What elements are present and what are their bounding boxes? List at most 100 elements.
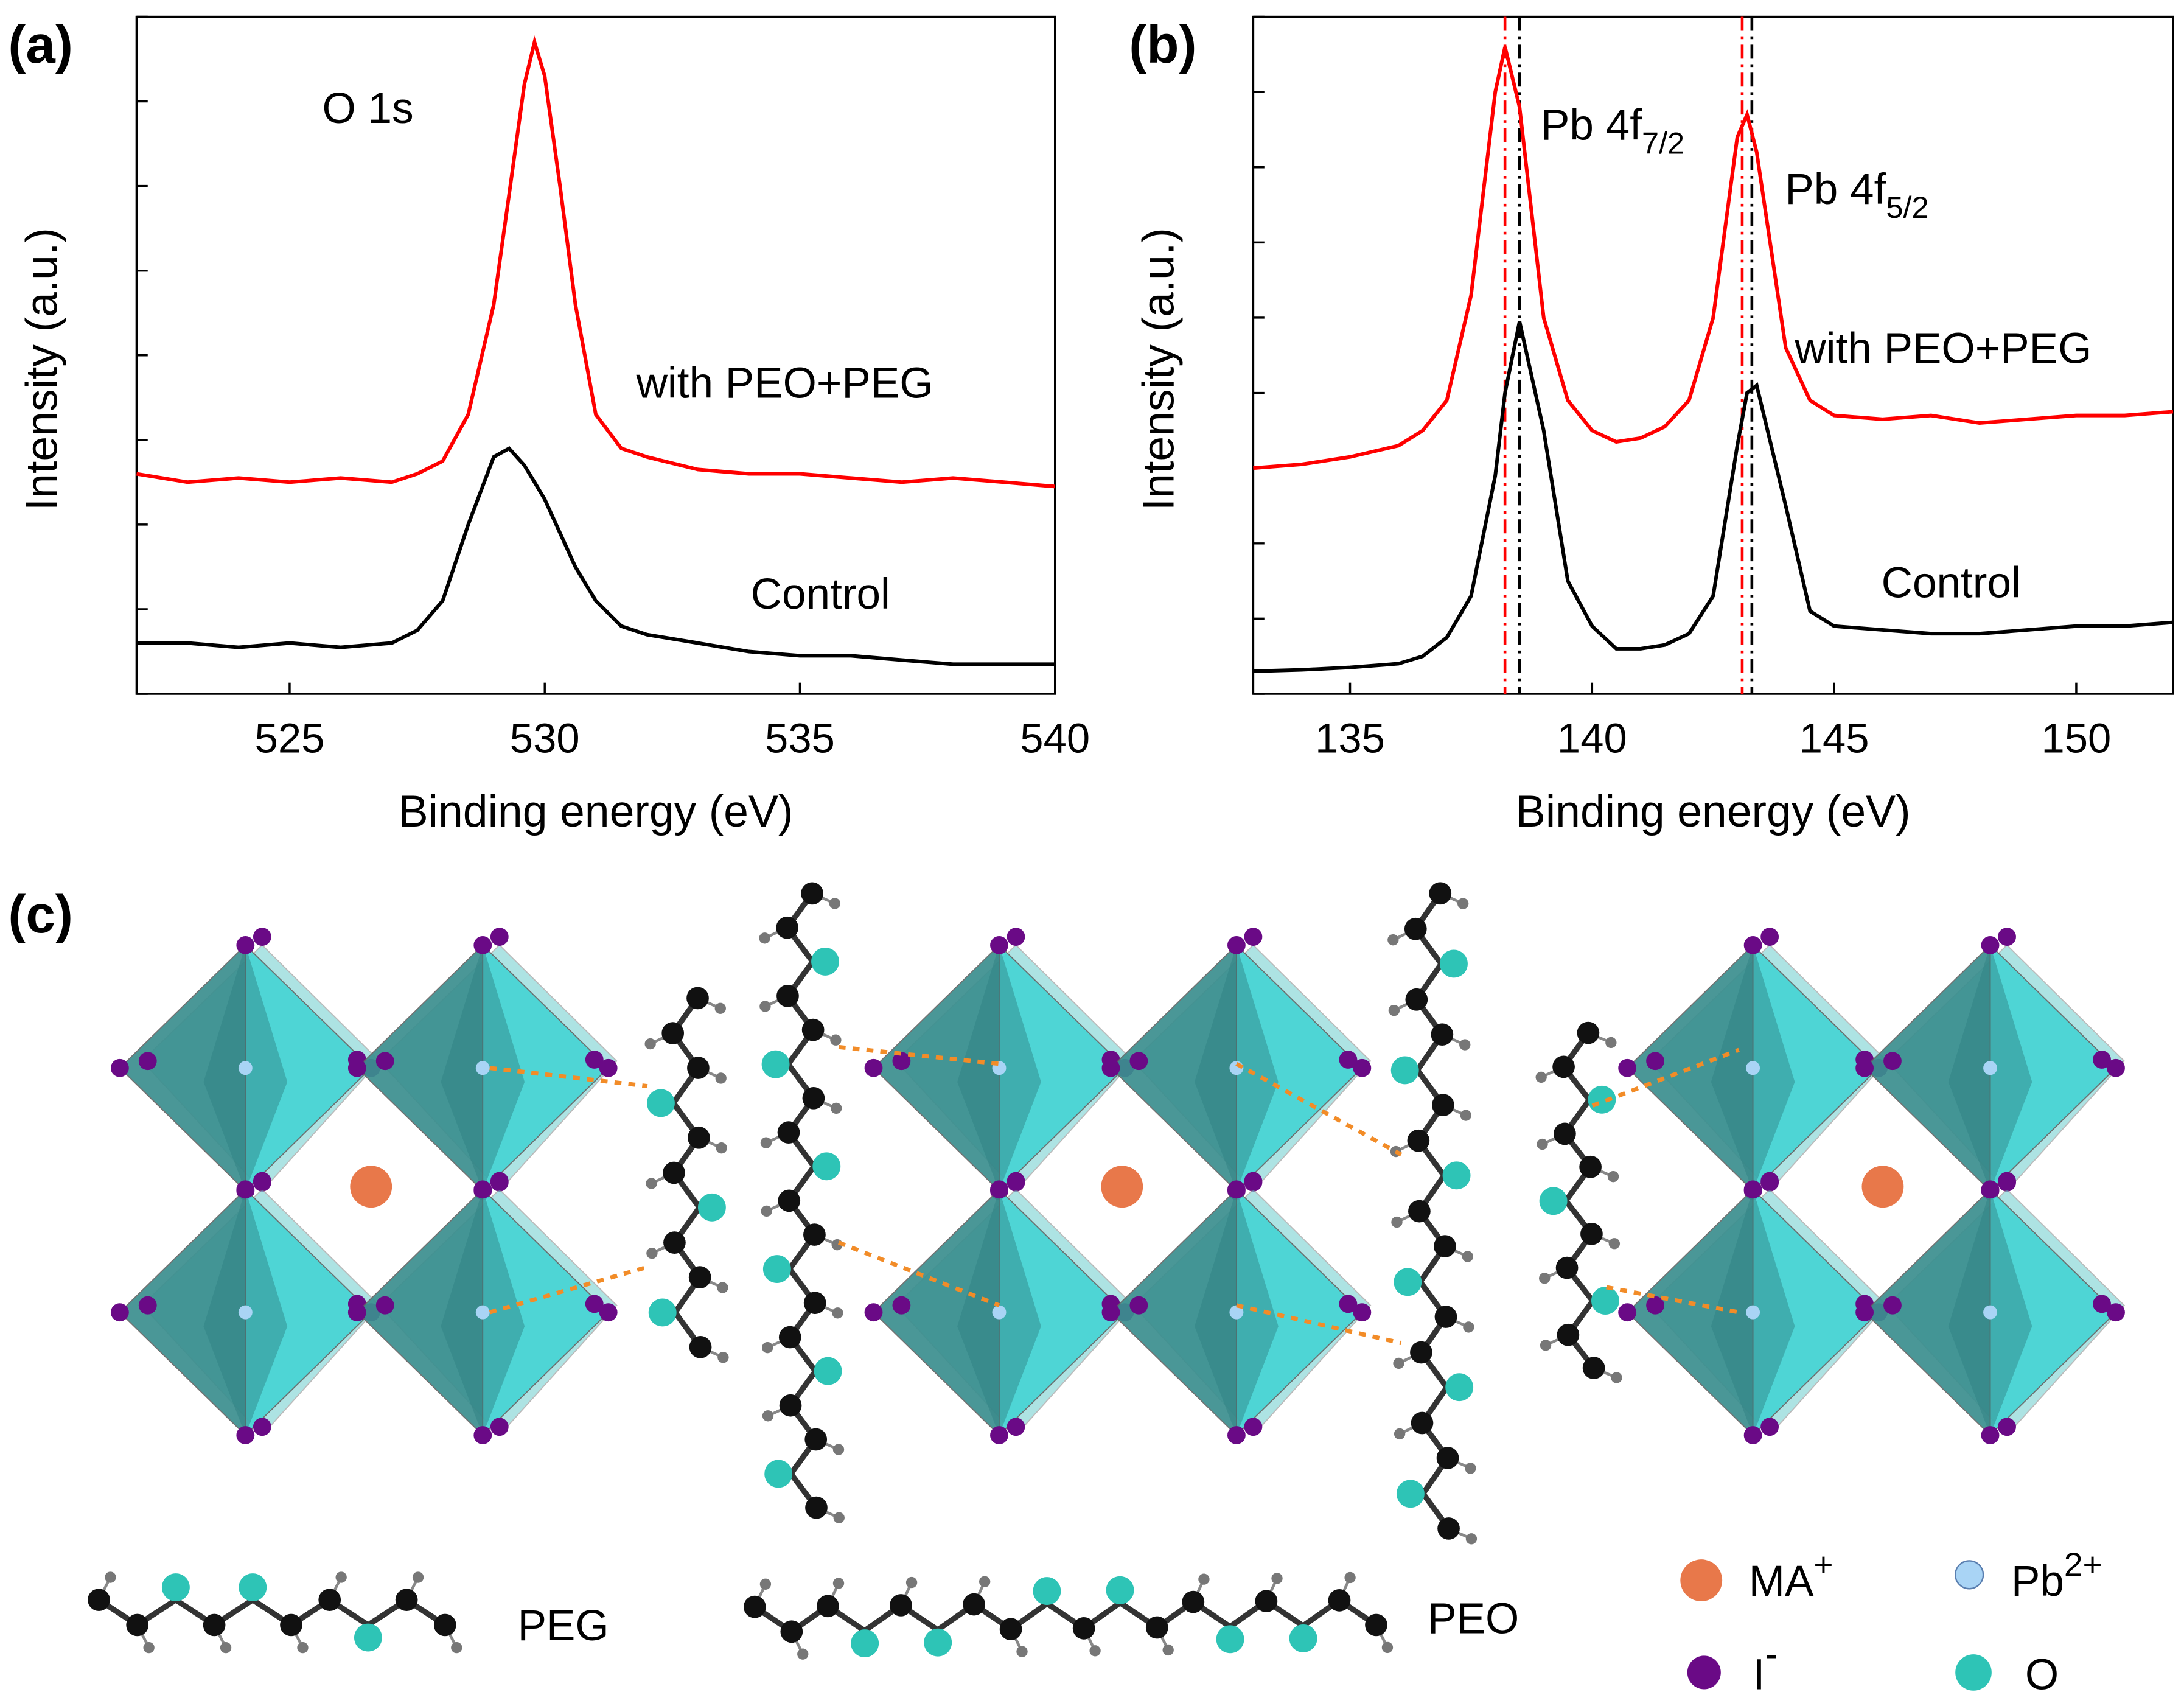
chain-bond: [1560, 1031, 1597, 1370]
carbon: [1552, 1055, 1575, 1078]
iodide: [473, 1180, 492, 1199]
hydrogen: [1391, 1216, 1403, 1228]
carbon: [1410, 1341, 1432, 1364]
hydrogen: [1465, 1533, 1478, 1545]
hydrogen: [715, 1072, 727, 1084]
legend-i: [1687, 1655, 1721, 1690]
carbon: [1182, 1590, 1205, 1613]
hydrogen: [759, 1578, 772, 1590]
hydrogen: [297, 1641, 309, 1654]
carbon: [1437, 1517, 1460, 1540]
x-axis-label: Binding energy (eV): [399, 786, 794, 836]
iodide: [253, 1418, 271, 1436]
hydrogen: [760, 1137, 772, 1148]
iodide: [599, 1058, 618, 1077]
oxygen: [1445, 1373, 1474, 1402]
iodide: [1646, 1296, 1664, 1315]
iodide: [599, 1303, 618, 1322]
iodide: [2107, 1058, 2125, 1077]
iodide: [236, 1180, 255, 1199]
x-tick-label: 530: [510, 715, 580, 761]
legend-text: I-: [1753, 1632, 1778, 1699]
iodide: [375, 1296, 394, 1315]
x-tick-label: 135: [1315, 715, 1385, 761]
carbon: [1411, 1411, 1434, 1435]
oxygen: [647, 1089, 675, 1117]
hydrogen: [979, 1576, 991, 1587]
iodide: [1129, 1052, 1148, 1071]
carbon: [1404, 917, 1427, 940]
hydrogen: [335, 1571, 347, 1583]
legend-sup: +: [1813, 1546, 1833, 1584]
iodide: [1339, 1051, 1358, 1069]
iodide: [892, 1296, 911, 1315]
oxygen: [1390, 1056, 1419, 1085]
oxygen: [1440, 949, 1468, 978]
iodide: [1007, 928, 1025, 946]
hydrogen: [646, 1247, 658, 1259]
iodide: [2093, 1051, 2111, 1069]
iodide: [253, 928, 271, 946]
iodide: [1981, 1426, 2000, 1444]
iodide: [1855, 1058, 1874, 1077]
iodide: [1227, 935, 1246, 954]
iodide: [1981, 935, 2000, 954]
hydrogen: [832, 1444, 845, 1455]
oxygen: [924, 1628, 952, 1657]
hydrogen-bond: [489, 1066, 648, 1088]
legend-sup: 2+: [2064, 1546, 2102, 1584]
carbon: [778, 1189, 801, 1212]
hydrogen: [1462, 1251, 1474, 1262]
x-tick-label: 540: [1020, 715, 1090, 761]
oxygen: [354, 1623, 382, 1652]
iodide: [375, 1052, 394, 1071]
hydrogen: [1016, 1646, 1028, 1657]
oxygen: [1033, 1577, 1061, 1606]
carbon: [803, 1292, 826, 1315]
hydrogen: [1344, 1571, 1356, 1584]
iodide: [990, 1426, 1008, 1444]
iodide: [1883, 1296, 1902, 1315]
oxygen: [814, 1357, 842, 1385]
carbon: [1557, 1323, 1580, 1346]
iodide: [1244, 1172, 1263, 1190]
carbon: [1555, 1256, 1579, 1279]
peak-text: Pb 4f: [1785, 166, 1886, 214]
lead: [1746, 1305, 1760, 1320]
carbon: [1407, 1129, 1430, 1152]
carbon: [689, 1335, 712, 1358]
hydrogen: [1535, 1071, 1547, 1083]
carbon: [1429, 882, 1452, 905]
carbon: [801, 882, 823, 905]
hydrogen: [644, 1038, 656, 1050]
hydrogen: [220, 1641, 232, 1654]
carbon: [1434, 1306, 1457, 1328]
iodide: [1618, 1058, 1637, 1077]
oxygen: [161, 1573, 190, 1601]
legend-main: MA: [1749, 1557, 1814, 1606]
carbon: [780, 1620, 803, 1643]
carbon: [280, 1613, 302, 1637]
hydrogen: [797, 1648, 809, 1660]
series-label: with PEO+PEG: [1794, 324, 2092, 372]
iodide: [490, 1418, 509, 1436]
carbon: [318, 1589, 341, 1612]
iodide: [585, 1051, 604, 1069]
carbon: [1405, 988, 1428, 1011]
y-axis-label: Intensity (a.u.): [1134, 228, 1184, 511]
hydrogen: [762, 1410, 774, 1422]
iodide: [1998, 1172, 2016, 1190]
hydrogen: [1387, 934, 1399, 946]
series-label: with PEO+PEG: [636, 360, 933, 408]
carbon: [1365, 1613, 1387, 1637]
iodide: [1618, 1303, 1637, 1322]
carbon: [743, 1595, 766, 1618]
carbon: [688, 1266, 711, 1288]
hydrogen: [1271, 1573, 1283, 1584]
oxygen: [762, 1255, 791, 1284]
legend-text: Pb2+: [2011, 1546, 2102, 1606]
carbon: [802, 1086, 825, 1110]
lead: [238, 1305, 253, 1320]
iodide: [236, 1426, 255, 1444]
